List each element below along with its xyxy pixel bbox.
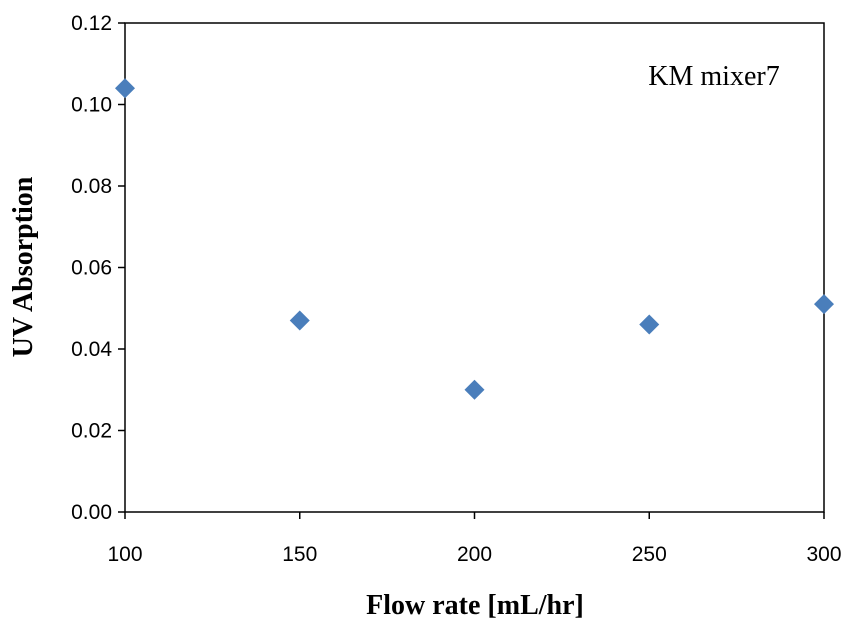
data-points xyxy=(115,78,834,400)
data-point-diamond xyxy=(115,78,135,99)
data-point-diamond xyxy=(289,310,310,331)
y-tick-label: 0.04 xyxy=(71,338,112,361)
y-tick-label: 0.02 xyxy=(71,420,112,443)
y-axis-title: UV Absorption xyxy=(8,176,39,357)
x-tick-label: 300 xyxy=(806,543,841,566)
data-point-diamond xyxy=(639,314,660,335)
x-tick-label: 250 xyxy=(632,543,667,566)
plot-area xyxy=(124,22,825,513)
x-axis-title: Flow rate [mL/hr] xyxy=(366,590,584,621)
y-tick-label: 0.10 xyxy=(71,94,112,117)
x-axis-ticks: 100 150 200 250 300 xyxy=(107,512,842,566)
x-tick-label: 150 xyxy=(282,543,317,566)
data-point-diamond xyxy=(814,294,834,315)
data-point-diamond xyxy=(464,379,485,400)
y-tick-label: 0.08 xyxy=(71,175,112,198)
x-tick-label: 100 xyxy=(107,543,142,566)
y-tick-label: 0.06 xyxy=(71,257,112,280)
annotation-label: KM mixer7 xyxy=(648,61,779,92)
y-tick-label: 0.12 xyxy=(71,12,112,35)
y-tick-label: 0.00 xyxy=(71,501,112,524)
y-axis-ticks: 0.00 0.02 0.04 0.06 0.08 0.10 0.12 xyxy=(71,12,125,524)
x-tick-label: 200 xyxy=(457,543,492,566)
